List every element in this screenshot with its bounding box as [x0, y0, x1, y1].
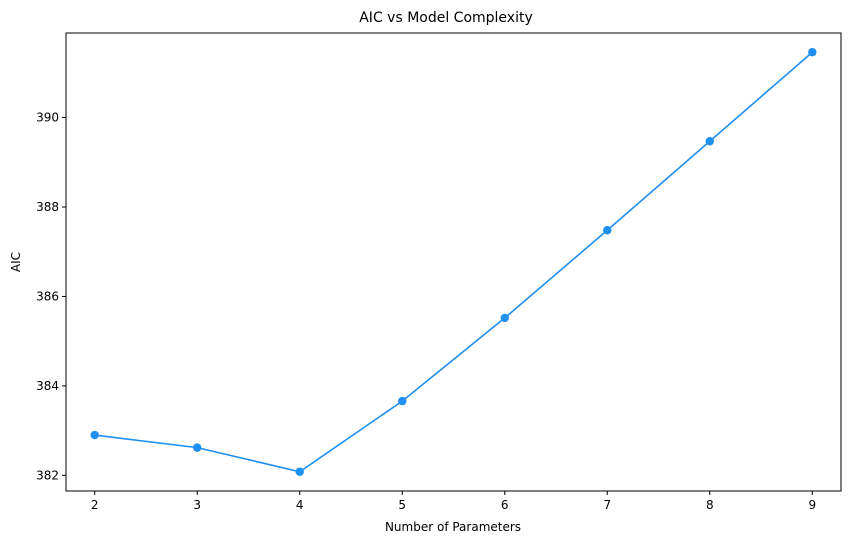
x-tick-label: 6 — [501, 498, 509, 512]
data-point — [705, 137, 714, 146]
x-tick-label: 3 — [193, 498, 201, 512]
series-line — [94, 51, 813, 473]
x-tick-label: 5 — [398, 498, 406, 512]
y-tick-label: 386 — [36, 289, 59, 303]
series-layer — [90, 48, 817, 476]
chart-title: AIC vs Model Complexity — [359, 10, 533, 26]
data-point — [90, 430, 99, 440]
plot-area-frame — [65, 32, 842, 492]
x-tick-label: 7 — [603, 498, 611, 512]
data-point — [500, 313, 509, 323]
x-tick-label: 4 — [296, 498, 304, 512]
data-point — [603, 226, 612, 235]
y-axis-label: AIC — [9, 252, 23, 272]
x-tick-label: 9 — [808, 498, 816, 512]
data-point — [295, 467, 304, 476]
x-tick-label: 2 — [91, 498, 99, 512]
y-tick-label: 384 — [36, 379, 59, 393]
x-tick-label: 8 — [706, 498, 714, 512]
y-tick-label: 388 — [36, 200, 59, 214]
data-point — [808, 48, 817, 57]
y-axis-ticks: 382 384 386 388 390 — [36, 111, 66, 482]
x-axis-ticks: 2 3 4 5 6 7 8 9 — [91, 491, 816, 512]
y-tick-label: 390 — [36, 111, 59, 125]
x-axis-label: Number of Parameters — [385, 520, 521, 534]
data-point — [398, 396, 407, 406]
data-point — [193, 443, 202, 452]
y-tick-label: 382 — [36, 468, 59, 482]
